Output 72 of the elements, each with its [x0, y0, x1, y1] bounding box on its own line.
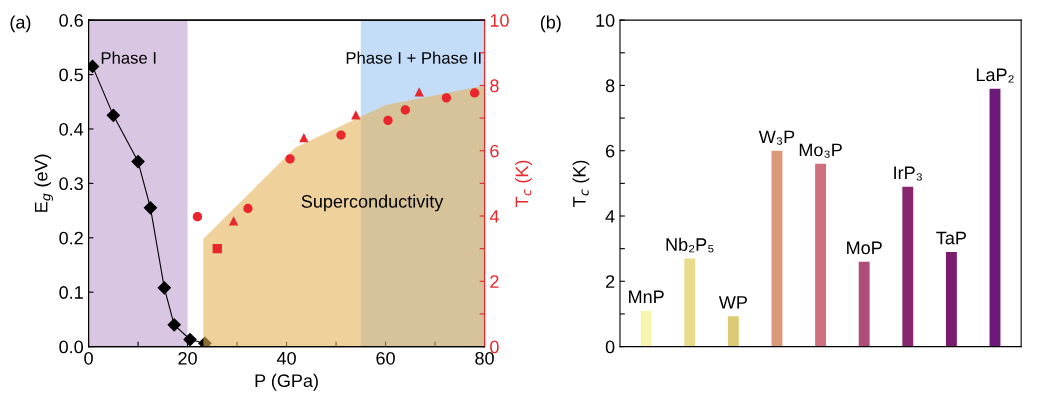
- point: [198, 336, 212, 347]
- x-tick-label: 20: [178, 351, 197, 365]
- y-axis-title: T$_{c}$ (K): [572, 160, 590, 207]
- bar: [727, 316, 739, 347]
- x-tick-label: 40: [276, 351, 296, 365]
- bar: [945, 251, 957, 347]
- y-tick-label: 2: [606, 275, 615, 288]
- bar: [989, 88, 1001, 347]
- point: [336, 130, 346, 140]
- y-tick-label: 0.2: [59, 231, 83, 245]
- point: [299, 133, 309, 143]
- x-tick-label: 80: [475, 351, 494, 365]
- category-label: IrP₃: [894, 166, 922, 181]
- y-tick-label: 0.6: [59, 14, 83, 27]
- category-label: W₃P: [758, 130, 795, 145]
- category-label: MnP: [629, 290, 664, 304]
- y-tick-label: 6: [606, 144, 615, 158]
- bar: [858, 261, 870, 347]
- bar: [684, 258, 696, 347]
- category-label: Mo₃P: [799, 143, 842, 158]
- y2-tick-label: 4: [489, 210, 499, 223]
- y2-tick-label: 10: [490, 14, 509, 27]
- point: [88, 59, 100, 73]
- bar: [771, 150, 783, 347]
- point: [143, 201, 158, 215]
- x-tick-label: 60: [376, 351, 395, 365]
- category-label: MoP: [847, 241, 882, 255]
- point: [106, 108, 120, 122]
- y2-tick-label: 0: [490, 340, 499, 354]
- point: [285, 154, 295, 164]
- y-tick-label: 0.0: [59, 340, 84, 354]
- point: [400, 105, 410, 115]
- point: [441, 93, 452, 103]
- y-tick-label: 0.1: [59, 286, 83, 299]
- point: [351, 110, 361, 120]
- y-tick-label: 0.5: [59, 68, 83, 82]
- y2-axis-title: T$_{c}$ (K): [515, 160, 532, 207]
- y-tick-label: 0.4: [59, 122, 84, 136]
- y-axis-title: E$_{g}$ (eV): [34, 154, 53, 212]
- point: [228, 216, 239, 226]
- point: [167, 318, 181, 332]
- point: [131, 155, 145, 169]
- y-tick-label: 0.3: [59, 177, 83, 191]
- y-tick-label: 0: [605, 340, 615, 354]
- x-tick-label: 0: [84, 351, 93, 365]
- point: [192, 212, 203, 222]
- bar: [815, 163, 827, 347]
- band-label: Phase I + Phase II: [346, 51, 481, 64]
- chart-title: (b): [540, 15, 561, 33]
- chart-title: (a): [10, 15, 31, 33]
- category-label: WP: [718, 296, 747, 309]
- category-label: Nb₂P₅: [666, 237, 714, 253]
- y-tick-label: 4: [605, 210, 615, 223]
- point: [243, 203, 253, 214]
- y2-tick-label: 2: [490, 275, 499, 288]
- category-label: LaP₂: [976, 68, 1014, 83]
- band-label: Phase I: [101, 51, 156, 64]
- bar: [902, 186, 914, 347]
- point: [157, 281, 171, 295]
- y2-tick-label: 8: [490, 79, 499, 93]
- point: [469, 88, 480, 98]
- x-axis-title: P (GPa): [255, 373, 318, 391]
- point: [212, 243, 222, 254]
- point: [383, 115, 393, 126]
- point: [183, 332, 197, 347]
- y2-tick-label: 6: [490, 144, 499, 158]
- point: [414, 87, 424, 97]
- y-tick-label: 8: [605, 79, 615, 93]
- series-label: Superconductivity: [301, 194, 444, 212]
- category-label: TaP: [936, 231, 966, 245]
- bar: [640, 310, 652, 347]
- y-tick-label: 10: [596, 14, 615, 27]
